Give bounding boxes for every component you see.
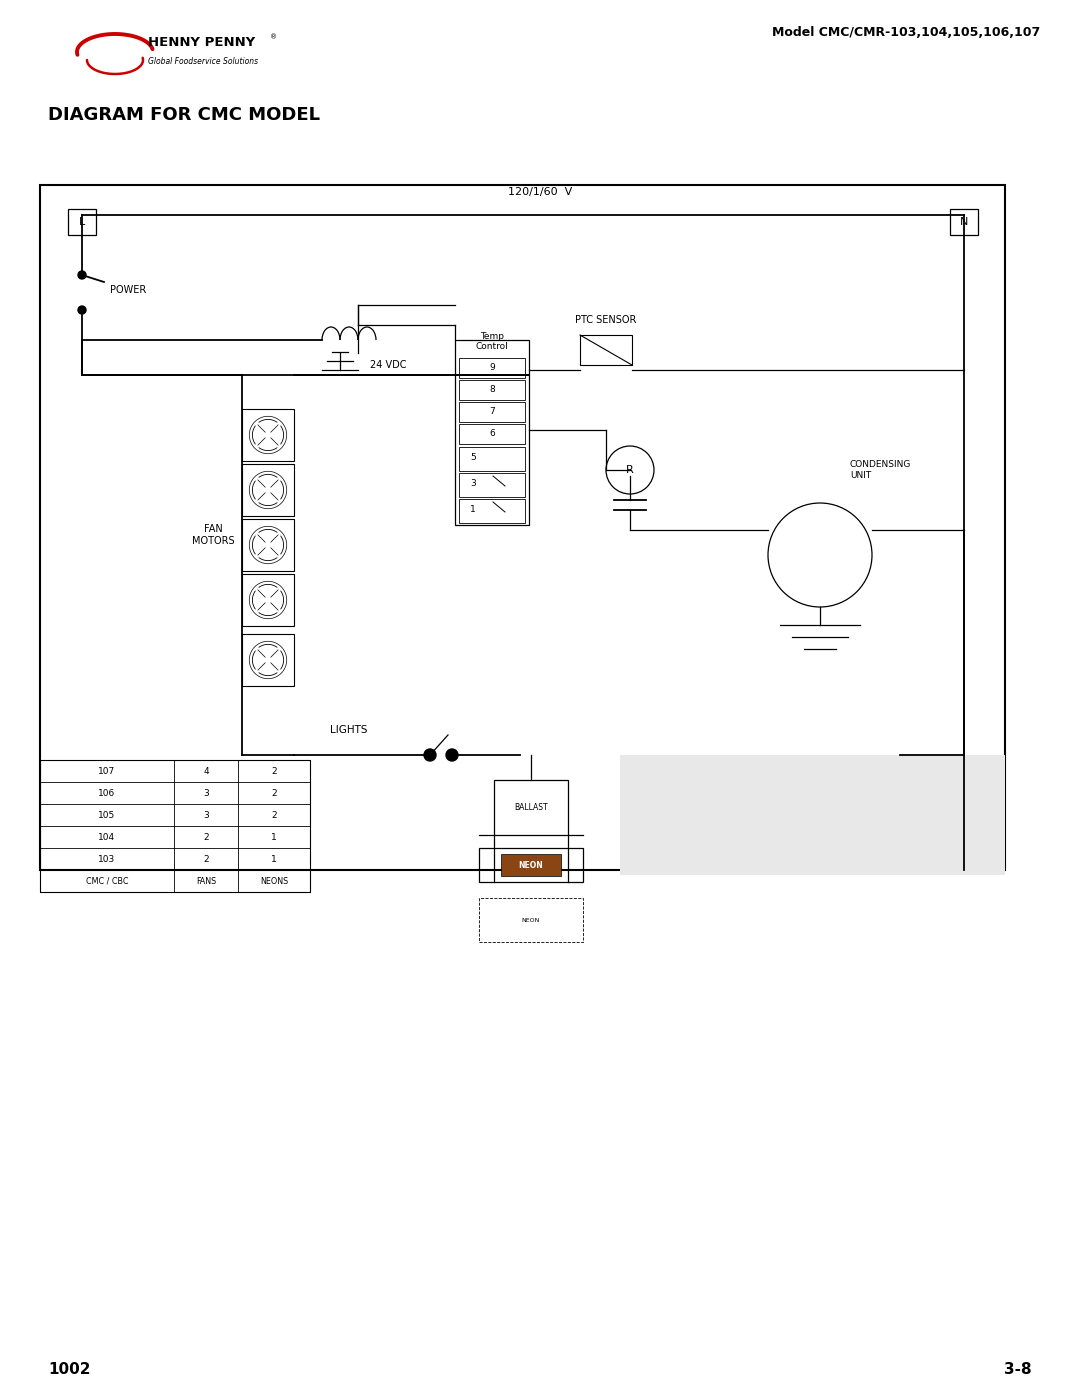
Text: 3: 3 [470, 479, 476, 489]
Text: N: N [960, 217, 968, 226]
Text: HENNY PENNY: HENNY PENNY [148, 35, 255, 49]
Bar [242, 520, 294, 571]
Bar [242, 574, 294, 626]
Text: 103: 103 [98, 855, 116, 863]
Text: 1002: 1002 [48, 1362, 91, 1377]
Text: 3: 3 [203, 788, 208, 798]
Text: Global Foodservice Solutions: Global Foodservice Solutions [148, 57, 258, 67]
Bar [459, 358, 525, 379]
Bar [459, 425, 525, 444]
Text: 106: 106 [98, 788, 116, 798]
Text: 4: 4 [203, 767, 208, 775]
Text: DIAGRAM FOR CMC MODEL: DIAGRAM FOR CMC MODEL [48, 106, 320, 124]
Bar [40, 184, 1005, 870]
Bar [459, 402, 525, 422]
Bar [459, 474, 525, 497]
Text: Model CMC/CMR-103,104,105,106,107: Model CMC/CMR-103,104,105,106,107 [772, 27, 1040, 39]
Bar [242, 409, 294, 461]
Circle shape [78, 306, 86, 314]
Text: 107: 107 [98, 767, 116, 775]
Text: PTC SENSOR: PTC SENSOR [575, 314, 636, 326]
Text: R: R [626, 465, 634, 475]
Text: 8: 8 [489, 384, 495, 394]
Bar [459, 447, 525, 471]
Text: FAN
MOTORS: FAN MOTORS [191, 524, 234, 546]
Text: 2: 2 [203, 855, 208, 863]
Text: Temp
Control: Temp Control [475, 332, 509, 352]
Bar [459, 499, 525, 522]
Bar [580, 335, 632, 365]
Text: 24 VDC: 24 VDC [370, 360, 406, 370]
Text: 2: 2 [271, 810, 276, 820]
Bar [950, 210, 978, 235]
Text: 120/1/60  V: 120/1/60 V [508, 187, 572, 197]
Text: 6: 6 [489, 429, 495, 437]
Circle shape [446, 749, 458, 761]
Bar [455, 339, 529, 525]
Text: 104: 104 [98, 833, 116, 841]
Text: L: L [79, 217, 85, 226]
Text: CMC / CBC: CMC / CBC [85, 876, 129, 886]
Bar [494, 780, 568, 835]
Text: POWER: POWER [110, 285, 146, 295]
Text: NEON: NEON [518, 861, 543, 869]
Circle shape [424, 749, 436, 761]
Text: NEONS: NEONS [260, 876, 288, 886]
Bar [501, 854, 561, 876]
Circle shape [78, 271, 86, 279]
Text: 1: 1 [271, 855, 276, 863]
Bar [620, 754, 1005, 875]
Bar [480, 848, 583, 882]
Text: 2: 2 [271, 788, 276, 798]
Text: 7: 7 [489, 407, 495, 415]
Text: 2: 2 [271, 767, 276, 775]
Text: 3: 3 [203, 810, 208, 820]
Text: NEON: NEON [522, 918, 540, 922]
Text: 3-8: 3-8 [1004, 1362, 1032, 1377]
Bar [459, 380, 525, 400]
Text: CONDENSING
UNIT: CONDENSING UNIT [850, 460, 912, 479]
Text: BALLAST: BALLAST [514, 803, 548, 812]
Bar [40, 760, 310, 893]
Text: 5: 5 [470, 454, 476, 462]
Bar [242, 634, 294, 686]
Text: 9: 9 [489, 362, 495, 372]
Bar [480, 898, 583, 942]
Text: 1: 1 [271, 833, 276, 841]
Text: 2: 2 [203, 833, 208, 841]
Text: 1: 1 [470, 506, 476, 514]
Text: 105: 105 [98, 810, 116, 820]
Text: FANS: FANS [195, 876, 216, 886]
Text: LIGHTS: LIGHTS [330, 725, 367, 735]
Bar [68, 210, 96, 235]
Text: ®: ® [270, 34, 278, 41]
Bar [242, 464, 294, 515]
